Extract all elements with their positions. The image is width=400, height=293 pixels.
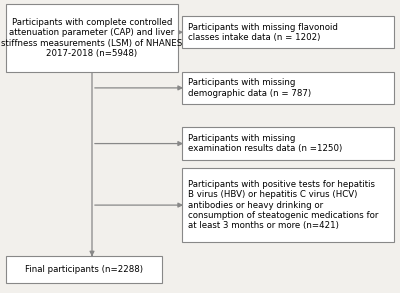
FancyBboxPatch shape — [182, 16, 394, 48]
FancyBboxPatch shape — [6, 256, 162, 283]
FancyBboxPatch shape — [182, 127, 394, 160]
Text: Participants with positive tests for hepatitis
B virus (HBV) or hepatitis C viru: Participants with positive tests for hep… — [188, 180, 378, 230]
Text: Participants with missing
examination results data (n =1250): Participants with missing examination re… — [188, 134, 342, 153]
Text: Participants with missing flavonoid
classes intake data (n = 1202): Participants with missing flavonoid clas… — [188, 23, 338, 42]
FancyBboxPatch shape — [182, 72, 394, 104]
Text: Participants with missing
demographic data (n = 787): Participants with missing demographic da… — [188, 78, 311, 98]
Text: Final participants (n=2288): Final participants (n=2288) — [25, 265, 143, 274]
Text: Participants with complete controlled
attenuation parameter (CAP) and liver
stif: Participants with complete controlled at… — [1, 18, 183, 58]
FancyBboxPatch shape — [6, 4, 178, 72]
FancyBboxPatch shape — [182, 168, 394, 242]
